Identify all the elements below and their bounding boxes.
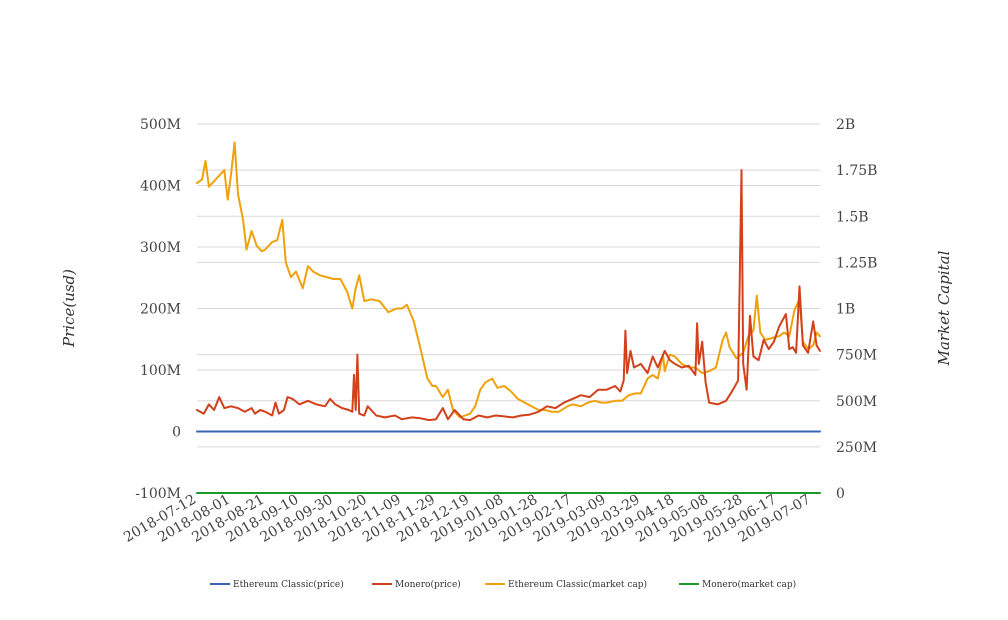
y-left-tick-label: -100M — [135, 486, 181, 502]
grid-layer — [197, 123, 820, 494]
right-axis: 2B 1.75B 1.5B 1.25B 1B 750M 500M 250M 0 — [836, 117, 877, 502]
y-right-tick-label: 750M — [836, 348, 877, 364]
legend-label: Monero(market cap) — [702, 579, 796, 590]
legend: Ethereum Classic(price) Monero(price) Ethe… — [210, 579, 796, 590]
left-axis-title: Price(usd) — [60, 269, 78, 348]
y-right-tick-label: 250M — [836, 440, 877, 456]
y-left-tick-label: 500M — [140, 117, 181, 133]
y-left-tick-label: 400M — [140, 179, 181, 195]
y-right-tick-label: 0 — [836, 486, 845, 502]
legend-label: Ethereum Classic(price) — [233, 579, 344, 590]
y-right-tick-label: 1.5B — [836, 209, 869, 225]
y-right-tick-label: 1.75B — [836, 163, 877, 179]
y-left-tick-label: 100M — [140, 363, 181, 379]
y-left-tick-label: 200M — [140, 302, 181, 318]
series-line-ethereum-classic-market-cap — [196, 141, 821, 419]
left-axis: 500M 400M 300M 200M 100M 0 -100M — [135, 117, 181, 502]
x-axis: 2018-07-122018-08-012018-08-212018-09-10… — [121, 492, 813, 546]
series-layer — [196, 141, 821, 494]
y-left-tick-label: 0 — [172, 425, 181, 441]
y-right-tick-label: 1B — [836, 302, 855, 318]
y-right-tick-label: 500M — [836, 394, 877, 410]
y-left-tick-label: 300M — [140, 240, 181, 256]
legend-label: Ethereum Classic(market cap) — [508, 579, 647, 590]
y-right-tick-label: 2B — [836, 117, 855, 133]
right-axis-title: Market Capital — [935, 250, 953, 366]
y-right-tick-label: 1.25B — [836, 255, 877, 271]
legend-label: Monero(price) — [395, 579, 461, 590]
series-line-monero-price — [196, 169, 821, 422]
